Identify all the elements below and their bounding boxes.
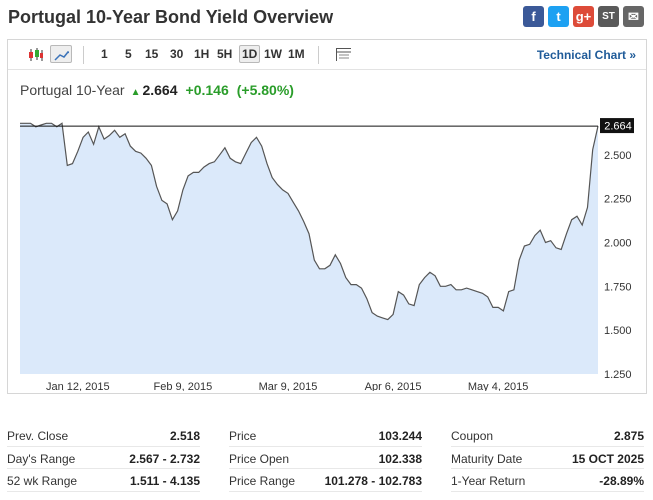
timeframe-1m[interactable]: 1M <box>288 47 305 61</box>
quote-line: Portugal 10-Year ▲ 2.664 +0.146 (+5.80%) <box>20 82 294 98</box>
last-price-label: 2.664 <box>604 121 632 133</box>
x-tick-label: May 4, 2015 <box>468 381 529 391</box>
timeframe-1d[interactable]: 1D <box>239 45 261 63</box>
facebook-icon[interactable]: f <box>523 6 544 27</box>
y-tick-label: 2.500 <box>604 150 632 162</box>
series-area <box>20 123 598 374</box>
stat-value: 103.244 <box>378 429 422 443</box>
stat-value: 15 OCT 2025 <box>571 451 644 466</box>
chart-panel: 1 5 15 30 1H 5H 1D 1W 1M Technical Chart… <box>7 39 647 394</box>
stocktwits-icon[interactable]: ST <box>598 6 619 27</box>
toolbar-separator <box>318 46 319 64</box>
stat-label: Day's Range <box>7 451 76 466</box>
stat-label: 52 wk Range <box>7 474 78 488</box>
up-arrow-icon: ▲ <box>130 87 141 98</box>
stat-row: 52 wk Range 1.511 - 4.135 <box>7 469 200 492</box>
x-tick-label: Jan 12, 2015 <box>46 381 110 391</box>
chart-toolbar: 1 5 15 30 1H 5H 1D 1W 1M Technical Chart… <box>8 40 646 70</box>
stat-value: 101.278 - 102.783 <box>324 474 422 488</box>
stat-label: Price Open <box>229 451 290 466</box>
stat-row: 1-Year Return -28.89% <box>451 469 644 492</box>
stat-label: Price <box>229 429 257 443</box>
stats-column: Price 103.244 Price Open 102.338 Price Ran… <box>229 424 422 492</box>
timeframe-5[interactable]: 5 <box>125 47 132 61</box>
stat-label: Price Range <box>229 474 296 488</box>
yield-chart[interactable]: Investing.com2.5002.2502.0001.7501.5001.… <box>20 111 634 391</box>
timeframe-1[interactable]: 1 <box>101 47 108 61</box>
timeframe-1h[interactable]: 1H <box>194 47 210 61</box>
candlestick-icon[interactable] <box>26 46 44 62</box>
timeframe-1w[interactable]: 1W <box>264 47 282 61</box>
stat-row: Price Range 101.278 - 102.783 <box>229 469 422 492</box>
price-change-percent: (+5.80%) <box>236 82 294 98</box>
price-change: +0.146 <box>185 82 229 98</box>
stat-row: Maturity Date 15 OCT 2025 <box>451 447 644 469</box>
y-tick-label: 2.000 <box>604 238 632 250</box>
stat-value: 2.567 - 2.732 <box>129 451 200 466</box>
last-price: 2.664 <box>142 82 178 98</box>
technical-chart-link[interactable]: Technical Chart » <box>536 48 636 62</box>
stat-label: Coupon <box>451 429 494 443</box>
page-title: Portugal 10-Year Bond Yield Overview <box>8 7 334 27</box>
stat-row: Day's Range 2.567 - 2.732 <box>7 447 200 469</box>
timeframe-30[interactable]: 30 <box>170 47 184 61</box>
stat-label: Maturity Date <box>451 451 523 466</box>
stat-value: 102.338 <box>378 451 422 466</box>
stat-row: Coupon 2.875 <box>451 424 644 447</box>
data-table-icon[interactable] <box>334 46 352 62</box>
area-chart-icon[interactable] <box>50 45 72 63</box>
stat-value: 1.511 - 4.135 <box>129 474 200 488</box>
stat-row: Price Open 102.338 <box>229 447 422 469</box>
stat-row: Price 103.244 <box>229 424 422 447</box>
share-bar: f t g+ ST ✉ <box>523 6 644 27</box>
email-icon[interactable]: ✉ <box>623 6 644 27</box>
stat-label: 1-Year Return <box>451 474 526 488</box>
x-tick-label: Mar 9, 2015 <box>259 381 318 391</box>
stat-row: Prev. Close 2.518 <box>7 424 200 447</box>
last-price-box <box>600 118 634 134</box>
stats-column: Prev. Close 2.518 Day's Range 2.567 - 2.73… <box>7 424 200 492</box>
x-tick-label: Apr 6, 2015 <box>365 381 422 391</box>
title-bar: Portugal 10-Year Bond Yield Overview f t… <box>8 4 648 30</box>
y-tick-label: 1.750 <box>604 281 632 293</box>
stat-value: 2.518 <box>169 429 200 443</box>
stats-column: Coupon 2.875 Maturity Date 15 OCT 2025 1-Y… <box>451 424 644 492</box>
series-line[interactable] <box>20 122 599 321</box>
twitter-icon[interactable]: t <box>548 6 569 27</box>
stat-value: 2.875 <box>613 429 644 443</box>
x-tick-label: Feb 9, 2015 <box>154 381 213 391</box>
timeframe-5h[interactable]: 5H <box>217 47 233 61</box>
stat-label: Prev. Close <box>7 429 69 443</box>
google-plus-icon[interactable]: g+ <box>573 6 594 27</box>
stat-value: -28.89% <box>599 474 644 488</box>
y-tick-label: 2.250 <box>604 194 632 206</box>
timeframe-15[interactable]: 15 <box>145 47 159 61</box>
y-tick-label: 1.500 <box>604 325 632 337</box>
instrument-name: Portugal 10-Year <box>20 82 125 98</box>
y-tick-label: 1.250 <box>604 369 632 381</box>
toolbar-separator <box>83 46 84 64</box>
